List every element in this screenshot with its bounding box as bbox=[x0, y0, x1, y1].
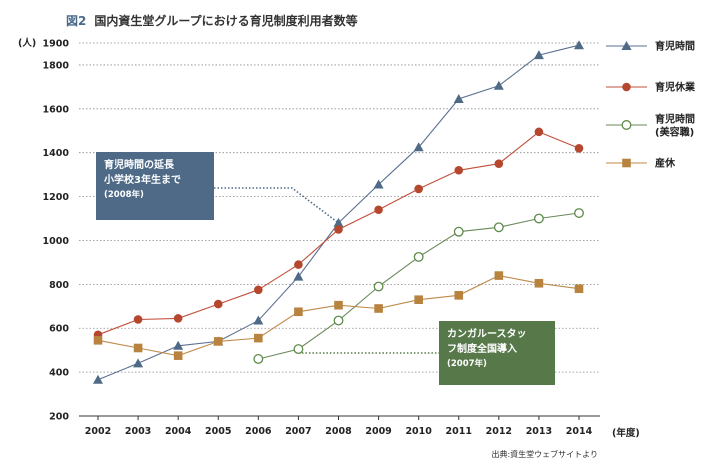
callout-2007: カンガルースタッ フ制度全国導入 (2007年) bbox=[439, 321, 555, 385]
series-2-point-2012 bbox=[493, 222, 504, 233]
legend-marker-3 bbox=[622, 158, 631, 168]
series-1-point-2009 bbox=[374, 205, 383, 215]
y-tick-label-800: 800 bbox=[49, 280, 69, 291]
x-tick-label-2014: 2014 bbox=[566, 426, 593, 437]
x-tick-label-2003: 2003 bbox=[125, 426, 151, 437]
x-tick-label-2009: 2009 bbox=[365, 426, 391, 437]
legend-label-0-line-0: 育児時間 bbox=[655, 40, 695, 53]
series-1-point-2014 bbox=[574, 144, 584, 153]
series-2-point-2008 bbox=[333, 315, 344, 326]
callout-2008: 育児時間の延長 小学校3年生まで (2008年) bbox=[96, 152, 214, 220]
x-tick-label-2010: 2010 bbox=[405, 426, 432, 437]
x-tick-label-2005: 2005 bbox=[205, 426, 231, 437]
title-text: 国内資生堂グループにおける育児制度利用者数等 bbox=[94, 14, 358, 28]
y-axis-label: (人) bbox=[18, 37, 36, 49]
x-tick-label-2002: 2002 bbox=[85, 426, 111, 437]
legend-label-3: 産休 bbox=[655, 157, 676, 170]
series-1-point-2005 bbox=[213, 299, 223, 309]
x-tick-label-2004: 2004 bbox=[165, 426, 192, 437]
series-0-point-2008 bbox=[333, 217, 344, 227]
legend-label-2-line-1: (美容職) bbox=[655, 126, 694, 139]
series-3-point-2006 bbox=[254, 333, 263, 343]
series-1-point-2011 bbox=[454, 165, 464, 175]
series-3-point-2009 bbox=[374, 304, 383, 313]
series-3-point-2012 bbox=[494, 271, 504, 280]
series-0-point-2007 bbox=[293, 271, 304, 281]
series-2-point-2007 bbox=[293, 344, 304, 355]
series-3-point-2010 bbox=[414, 295, 423, 305]
series-3-point-2003 bbox=[133, 343, 143, 353]
series-1-point-2010 bbox=[414, 184, 423, 194]
series-1-point-2008 bbox=[334, 225, 343, 234]
series-3-point-2014 bbox=[574, 284, 584, 294]
y-tick-label-1000: 1000 bbox=[43, 236, 70, 247]
legend-marker-1 bbox=[622, 82, 631, 92]
series-3-point-2007 bbox=[294, 307, 303, 317]
callout-2008-note: (2008年) bbox=[104, 190, 144, 200]
series-2-point-2011 bbox=[453, 226, 464, 237]
series-1-point-2003 bbox=[133, 315, 143, 324]
series-0-point-2004 bbox=[173, 340, 184, 350]
legend-label-2: 育児時間(美容職) bbox=[655, 113, 695, 139]
series-0-point-2013 bbox=[533, 50, 544, 60]
series-2-point-2006 bbox=[253, 354, 264, 364]
legend-marker-0 bbox=[621, 41, 632, 50]
series-3-point-2013 bbox=[534, 278, 544, 288]
callout-2007-line2: フ制度全国導入 bbox=[447, 344, 517, 355]
x-axis-label: (年度) bbox=[612, 427, 640, 439]
series-2-point-2010 bbox=[413, 251, 424, 262]
series-1-point-2007 bbox=[294, 260, 303, 269]
series-1-point-2012 bbox=[494, 159, 504, 168]
legend-label-1: 育児休業 bbox=[655, 81, 696, 94]
callout-2008-line1: 育児時間の延長 bbox=[104, 160, 174, 171]
series-3-point-2008 bbox=[334, 300, 343, 310]
series-1-point-2013 bbox=[534, 127, 544, 137]
source-note: 出典:資生堂ウェブサイトより bbox=[491, 450, 598, 459]
series-0-point-2009 bbox=[373, 179, 384, 189]
x-tick-label-2007: 2007 bbox=[285, 426, 311, 437]
series-0-point-2002 bbox=[93, 374, 103, 384]
series-2-point-2009 bbox=[373, 281, 384, 292]
callout-2007-note: (2007年) bbox=[447, 359, 487, 369]
chart-title: 図2 国内資生堂グループにおける育児制度利用者数等 bbox=[66, 12, 358, 29]
legend-label-3-line-0: 産休 bbox=[655, 157, 676, 170]
series-3-point-2011 bbox=[454, 291, 464, 300]
y-tick-label-200: 200 bbox=[49, 412, 69, 423]
y-tick-label-1200: 1200 bbox=[43, 192, 70, 203]
figure-label: 図2 bbox=[66, 14, 87, 28]
y-tick-label-600: 600 bbox=[49, 324, 69, 335]
series-1-point-2004 bbox=[173, 314, 183, 323]
x-tick-label-2006: 2006 bbox=[245, 426, 272, 437]
y-tick-label-1800: 1800 bbox=[43, 60, 70, 71]
callout-2008-leader bbox=[214, 187, 339, 224]
series-0-point-2010 bbox=[413, 142, 424, 152]
x-tick-label-2012: 2012 bbox=[486, 426, 512, 437]
series-3-point-2002 bbox=[93, 336, 103, 345]
series-3-point-2004 bbox=[173, 351, 183, 360]
series-0-point-2006 bbox=[253, 315, 264, 325]
series-0-point-2011 bbox=[453, 93, 464, 103]
series-0-point-2014 bbox=[574, 40, 584, 50]
x-tick-label-2008: 2008 bbox=[325, 426, 352, 437]
legend-label-1-line-0: 育児休業 bbox=[655, 81, 696, 94]
y-tick-label-400: 400 bbox=[49, 368, 69, 379]
callout-2008-line2: 小学校3年生まで bbox=[104, 175, 181, 186]
series-0-point-2003 bbox=[133, 358, 144, 368]
legend-marker-2 bbox=[621, 120, 632, 130]
series-2-point-2014 bbox=[574, 208, 584, 218]
y-tick-label-1600: 1600 bbox=[43, 104, 70, 115]
x-tick-label-2011: 2011 bbox=[446, 426, 472, 437]
series-0-point-2012 bbox=[493, 80, 504, 90]
series-3-point-2005 bbox=[213, 337, 223, 346]
y-tick-label-1900: 1900 bbox=[43, 39, 70, 50]
legend-label-2-line-0: 育児時間 bbox=[655, 113, 695, 126]
y-tick-label-1400: 1400 bbox=[43, 148, 70, 159]
series-1-point-2006 bbox=[254, 285, 263, 295]
legend-label-0: 育児時間 bbox=[655, 40, 695, 53]
callout-2007-line1: カンガルースタッ bbox=[447, 329, 527, 340]
x-tick-label-2013: 2013 bbox=[526, 426, 552, 437]
series-2-point-2013 bbox=[533, 213, 544, 224]
